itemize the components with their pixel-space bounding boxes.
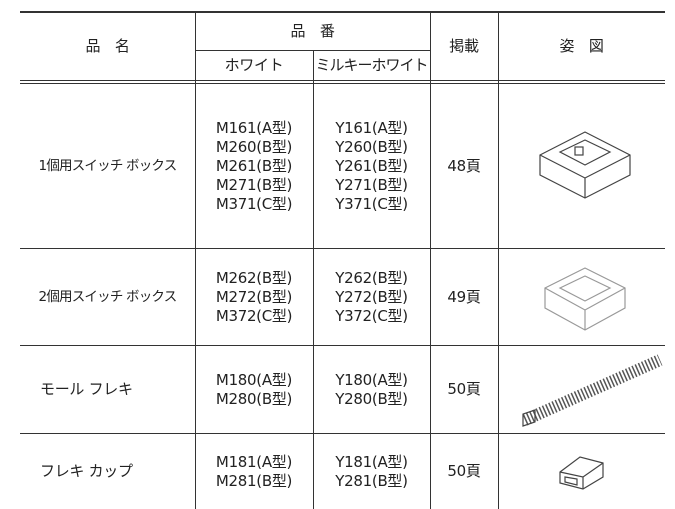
rule xyxy=(195,12,196,509)
rule xyxy=(313,50,314,509)
header-cell: 品 番 xyxy=(290,21,335,40)
part-number: Y371(C型) xyxy=(335,194,408,213)
rule xyxy=(498,12,499,509)
catalog-page: 50頁 xyxy=(447,380,481,398)
header-cell: ミルキーホワイト xyxy=(315,55,428,74)
part-number: Y372(C型) xyxy=(335,306,408,325)
product-name: 2個用スイッチ ボックス xyxy=(38,288,178,305)
part-number: M272(B型) xyxy=(215,287,293,306)
part-number: Y271(B型) xyxy=(335,175,408,194)
rule xyxy=(20,345,665,346)
catalog-page: 49頁 xyxy=(447,287,481,306)
part-number: M181(A型) xyxy=(215,452,293,471)
part-number: Y280(B型) xyxy=(335,389,408,408)
flexible-cup-figure xyxy=(559,456,604,490)
rule xyxy=(430,12,431,509)
product-name: モール フレキ xyxy=(40,380,133,398)
part-number: Y262(B型) xyxy=(335,268,408,287)
white-part-numbers: M161(A型) M260(B型) M261(B型) M271(B型) M371(C型) xyxy=(195,84,313,248)
part-number: Y260(B型) xyxy=(335,137,408,156)
part-number: Y180(A型) xyxy=(335,370,408,389)
rule xyxy=(195,50,430,51)
catalog-page: 50頁 xyxy=(447,462,481,480)
part-number: M372(C型) xyxy=(215,306,293,325)
rule xyxy=(20,433,665,434)
table-top-border xyxy=(20,11,665,13)
part-number: Y272(B型) xyxy=(335,287,408,306)
header-rule xyxy=(20,83,665,84)
product-name: フレキ カップ xyxy=(40,462,133,480)
part-number: M262(B型) xyxy=(215,268,293,287)
double-switch-box-figure xyxy=(544,267,626,331)
milky-part-numbers: Y161(A型) Y260(B型) Y261(B型) Y271(B型) Y371(C型) xyxy=(313,84,430,248)
white-part-numbers: M262(B型) M272(B型) M372(C型) xyxy=(195,249,313,345)
single-switch-box-figure xyxy=(539,131,631,199)
header-cell: 掲載 xyxy=(449,36,479,55)
catalog-page: 48頁 xyxy=(447,156,481,175)
header-cell: 品 名 xyxy=(85,36,130,55)
header-rule xyxy=(20,80,665,81)
part-number: Y281(B型) xyxy=(335,471,408,490)
rule xyxy=(20,248,665,249)
part-number: M280(B型) xyxy=(215,389,293,408)
part-number: M161(A型) xyxy=(215,118,293,137)
header-cell: 姿 図 xyxy=(559,36,604,55)
part-number: M180(A型) xyxy=(215,370,293,389)
part-number: M260(B型) xyxy=(215,137,293,156)
part-number: Y261(B型) xyxy=(335,156,408,175)
part-number: Y181(A型) xyxy=(335,452,408,471)
part-number: M261(B型) xyxy=(215,156,293,175)
milky-part-numbers: Y180(A型) Y280(B型) xyxy=(313,346,430,433)
part-number: M271(B型) xyxy=(215,175,293,194)
white-part-numbers: M181(A型) M281(B型) xyxy=(195,434,313,509)
part-number: M281(B型) xyxy=(215,471,293,490)
part-number: Y161(A型) xyxy=(335,118,408,137)
milky-part-numbers: Y181(A型) Y281(B型) xyxy=(313,434,430,509)
milky-part-numbers: Y262(B型) Y272(B型) Y372(C型) xyxy=(313,249,430,345)
part-number: M371(C型) xyxy=(215,194,293,213)
product-name: 1個用スイッチ ボックス xyxy=(38,157,178,174)
header-cell: ホワイト xyxy=(224,55,284,74)
flexible-mold-figure xyxy=(522,354,663,427)
white-part-numbers: M180(A型) M280(B型) xyxy=(195,346,313,433)
